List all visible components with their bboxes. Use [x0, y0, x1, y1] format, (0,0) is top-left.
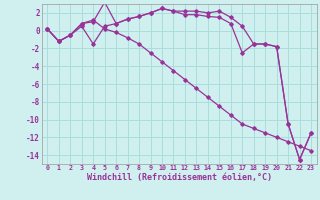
X-axis label: Windchill (Refroidissement éolien,°C): Windchill (Refroidissement éolien,°C) [87, 173, 272, 182]
